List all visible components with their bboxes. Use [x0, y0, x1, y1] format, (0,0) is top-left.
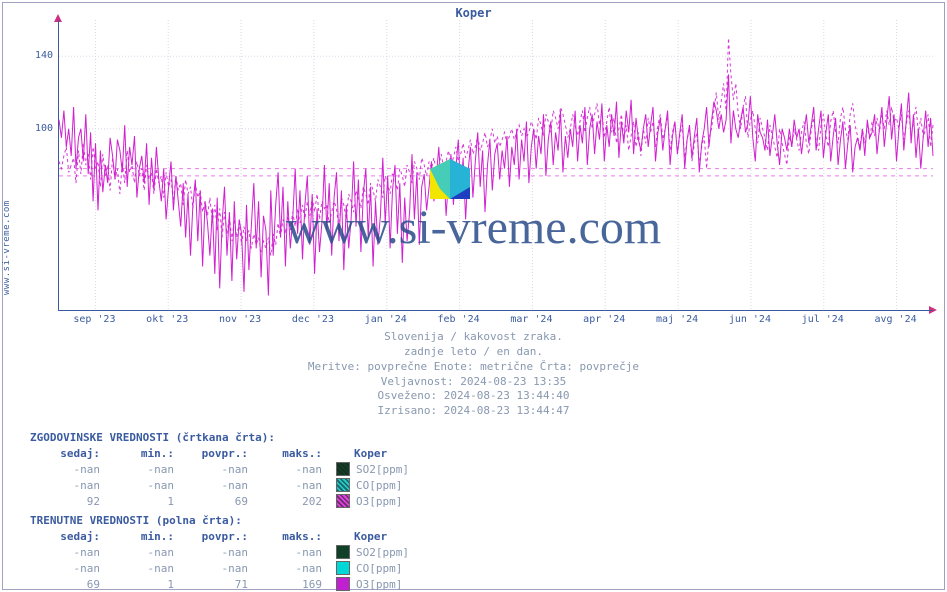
legend-header-row: sedaj: min.: povpr.: maks.: Koper	[30, 528, 409, 544]
col-station: Koper	[354, 447, 387, 460]
caption-line: Meritve: povprečne Enote: metrične Črta:…	[0, 360, 947, 375]
val-avg: 71	[178, 578, 252, 591]
caption-line: zadnje leto / en dan.	[0, 345, 947, 360]
val-min: 1	[104, 578, 178, 591]
legend-row: 69171169 O3[ppm]	[30, 576, 409, 592]
val-max: 169	[252, 578, 326, 591]
val-now: -nan	[30, 562, 104, 575]
x-tick-label: sep '23	[73, 314, 115, 325]
series-name: CO[ppm]	[356, 562, 402, 575]
series-svg	[59, 20, 933, 310]
col-now: sedaj:	[30, 447, 104, 460]
legend-row: -nan-nan-nan-nanSO2[ppm]	[30, 544, 409, 560]
x-tick-label: maj '24	[656, 314, 698, 325]
val-max: -nan	[252, 463, 326, 476]
val-now: -nan	[30, 479, 104, 492]
val-min: -nan	[104, 463, 178, 476]
series-name: SO2[ppm]	[356, 463, 409, 476]
val-avg: -nan	[178, 546, 252, 559]
legend-block: ZGODOVINSKE VREDNOSTI (črtkana črta): se…	[30, 430, 409, 592]
x-tick-label: jun '24	[729, 314, 771, 325]
series-swatch-icon	[336, 462, 350, 476]
x-tick-label: nov '23	[219, 314, 261, 325]
x-tick-label: dec '23	[292, 314, 334, 325]
watermark-logo-icon	[430, 159, 470, 199]
val-max: -nan	[252, 546, 326, 559]
legend-row: -nan-nan-nan-nanSO2[ppm]	[30, 461, 409, 477]
series-name: O3[ppm]	[356, 578, 402, 591]
x-tick-label: okt '23	[146, 314, 188, 325]
val-min: -nan	[104, 479, 178, 492]
series-swatch-icon	[336, 545, 350, 559]
col-avg: povpr.:	[178, 447, 252, 460]
series-name: SO2[ppm]	[356, 546, 409, 559]
val-now: -nan	[30, 546, 104, 559]
caption-line: Veljavnost: 2024-08-23 13:35	[0, 375, 947, 390]
x-tick-label: avg '24	[875, 314, 917, 325]
x-tick-label: mar '24	[510, 314, 552, 325]
legend-row: 92169202 O3[ppm]	[30, 493, 409, 509]
y-tick-label: 100	[13, 123, 53, 134]
col-min: min.:	[104, 447, 178, 460]
val-min: 1	[104, 495, 178, 508]
y-tick-label: 140	[13, 50, 53, 61]
legend-row: -nan-nan-nan-nanCO[ppm]	[30, 477, 409, 493]
val-max: -nan	[252, 479, 326, 492]
legend-hist-title: ZGODOVINSKE VREDNOSTI (črtkana črta):	[30, 430, 409, 445]
x-tick-label: jan '24	[365, 314, 407, 325]
series-swatch-icon	[336, 478, 350, 492]
val-avg: 69	[178, 495, 252, 508]
val-avg: -nan	[178, 562, 252, 575]
legend-header-row: sedaj: min.: povpr.: maks.: Koper	[30, 445, 409, 461]
val-max: -nan	[252, 562, 326, 575]
val-avg: -nan	[178, 463, 252, 476]
val-min: -nan	[104, 562, 178, 575]
series-name: O3[ppm]	[356, 495, 402, 508]
col-min: min.:	[104, 530, 178, 543]
val-min: -nan	[104, 546, 178, 559]
col-max: maks.:	[252, 447, 326, 460]
plot-area	[58, 20, 933, 311]
series-swatch-icon	[336, 561, 350, 575]
val-now: 92	[30, 495, 104, 508]
series-swatch-icon	[336, 494, 350, 508]
col-now: sedaj:	[30, 530, 104, 543]
col-station: Koper	[354, 530, 387, 543]
col-avg: povpr.:	[178, 530, 252, 543]
caption-block: Slovenija / kakovost zraka. zadnje leto …	[0, 330, 947, 419]
val-now: 69	[30, 578, 104, 591]
y-axis-site-label: www.si-vreme.com	[2, 200, 12, 295]
val-avg: -nan	[178, 479, 252, 492]
val-now: -nan	[30, 463, 104, 476]
x-tick-label: feb '24	[438, 314, 480, 325]
caption-line: Slovenija / kakovost zraka.	[0, 330, 947, 345]
val-max: 202	[252, 495, 326, 508]
chart-title: Koper	[0, 6, 947, 20]
legend-curr-title: TRENUTNE VREDNOSTI (polna črta):	[30, 513, 409, 528]
legend-row: -nan-nan-nan-nanCO[ppm]	[30, 560, 409, 576]
caption-line: Izrisano: 2024-08-23 13:44:47	[0, 404, 947, 419]
x-tick-label: jul '24	[802, 314, 844, 325]
caption-line: Osveženo: 2024-08-23 13:44:40	[0, 389, 947, 404]
x-tick-label: apr '24	[583, 314, 625, 325]
col-max: maks.:	[252, 530, 326, 543]
series-name: CO[ppm]	[356, 479, 402, 492]
series-swatch-icon	[336, 577, 350, 591]
